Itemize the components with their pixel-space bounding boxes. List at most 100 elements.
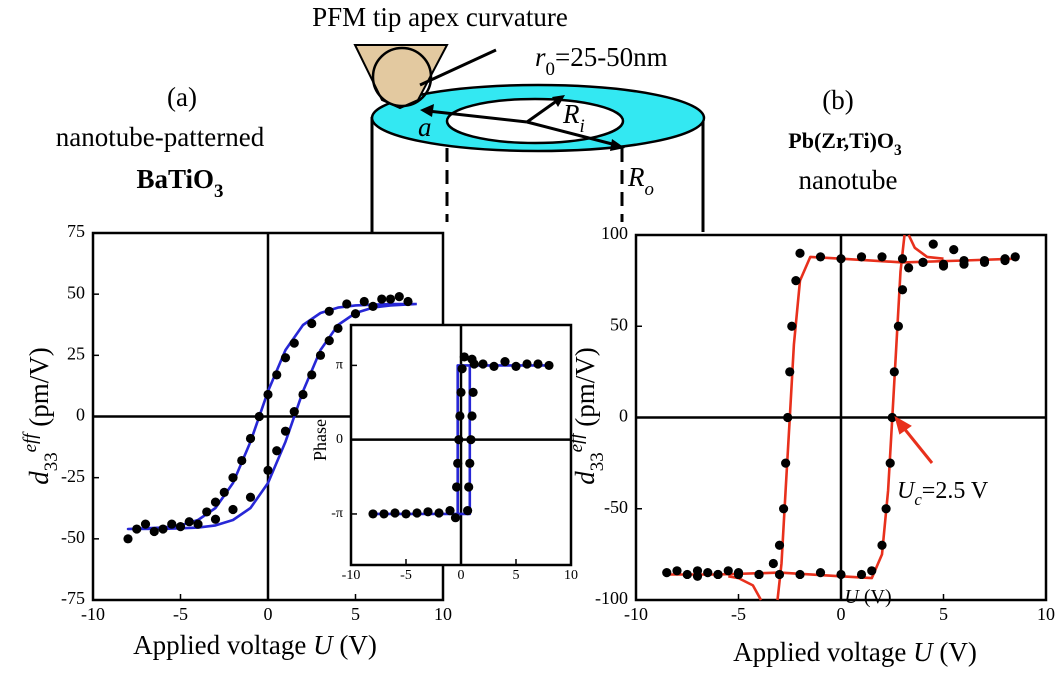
text-part: eff [20,431,41,453]
text-part: d [570,471,600,485]
data-point [307,370,317,380]
text-part: =25-50nm [555,42,668,72]
x-tick-label: -10 [624,604,648,624]
data-point [774,569,785,580]
y-axis-label: Phase [310,419,330,461]
tube-hole [445,97,625,145]
data-point [289,338,299,348]
data-point [132,524,142,534]
data-point [459,352,469,362]
text-part: 3 [894,142,902,159]
text-part: c [914,490,922,509]
data-point [280,426,291,436]
x-tick-label: 0 [264,604,273,624]
tip-radius: r0=25-50nm [535,42,668,80]
tip-apex [371,46,433,108]
data-point [672,566,682,576]
data-point [662,568,672,578]
text-part: U [897,478,916,504]
data-point [263,465,273,475]
data-point [272,370,282,380]
panel-caption: BaTiO3 [137,164,224,202]
label-a: a [418,112,432,142]
data-point [193,519,203,529]
data-point [158,524,168,534]
arrow-ri [526,98,559,124]
data-point [342,299,352,309]
data-point [401,509,411,519]
data-point [394,292,404,302]
data-point [350,309,361,319]
data-point [379,509,389,519]
data-point [434,508,444,518]
data-point [856,252,867,262]
arrowhead [552,95,565,107]
data-point [836,569,846,580]
data-point [465,458,475,468]
data-point [245,492,256,502]
data-point [723,566,733,576]
data-point [533,359,543,369]
data-point [791,276,801,286]
panel-label: (b) [822,85,853,115]
label-ri: Ri [562,99,585,137]
text-part: (pm/V) [24,347,54,433]
pointer [419,48,497,87]
arrow-a [427,109,528,124]
y-tick-label: -25 [61,466,85,486]
x-tick-label: 10 [1037,604,1055,624]
data-point [713,569,723,580]
data-point [897,285,908,295]
label-ro: Ro [627,162,654,200]
data-point [453,458,463,468]
arrow-ro [526,120,617,147]
data-point [774,540,785,550]
data-point [466,435,476,445]
x-tick-label: -5 [173,604,188,624]
text-part: 33 [41,452,62,471]
text-part: i [580,116,585,137]
text-part: 33 [587,452,608,471]
chart: -10 -5 0 5 10 π 0 -π [331,323,578,583]
data-point [123,534,133,544]
data-point [815,568,826,578]
data-point [904,263,914,273]
panel-caption: nanotube [799,165,898,195]
data-point [787,321,797,331]
data-point [463,506,473,516]
text-part: R [627,162,645,192]
data-point [815,252,826,262]
data-point [445,506,455,516]
data-point [324,306,334,316]
data-point [307,318,317,329]
data-point [456,387,466,397]
fit-line [126,302,417,531]
text-part: U [913,637,934,667]
data-point [522,359,532,369]
data-point [377,294,387,304]
x-tick-label: -5 [400,568,412,583]
x-tick-label: 10 [434,604,452,624]
data-point [877,252,887,262]
y-tick-label: 50 [610,314,628,334]
data-point [175,522,186,532]
data-point [887,412,897,423]
data-point [202,507,212,517]
text-part: (pm/V) [570,347,600,433]
y-tick-label: 50 [67,282,85,302]
y-tick-label: -50 [61,527,85,547]
x-tick-label: -10 [342,568,361,583]
data-point [938,261,949,271]
overlay: U (V) Phase Uc=2.5 V [310,415,989,608]
data-point [368,301,378,311]
y-tick-label: 0 [76,405,85,425]
data-point [385,294,396,304]
data-point [455,411,465,421]
data-point [390,508,400,518]
y-tick-label: -75 [61,588,85,608]
data-point [333,323,343,334]
data-point [781,458,791,468]
data-point [795,569,805,580]
arrowhead [610,139,625,151]
y-tick-label: -π [331,506,343,521]
